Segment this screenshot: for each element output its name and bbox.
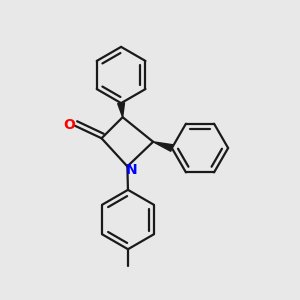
Polygon shape	[118, 103, 124, 117]
Text: O: O	[63, 118, 75, 132]
Text: N: N	[125, 163, 137, 177]
Polygon shape	[153, 142, 173, 151]
